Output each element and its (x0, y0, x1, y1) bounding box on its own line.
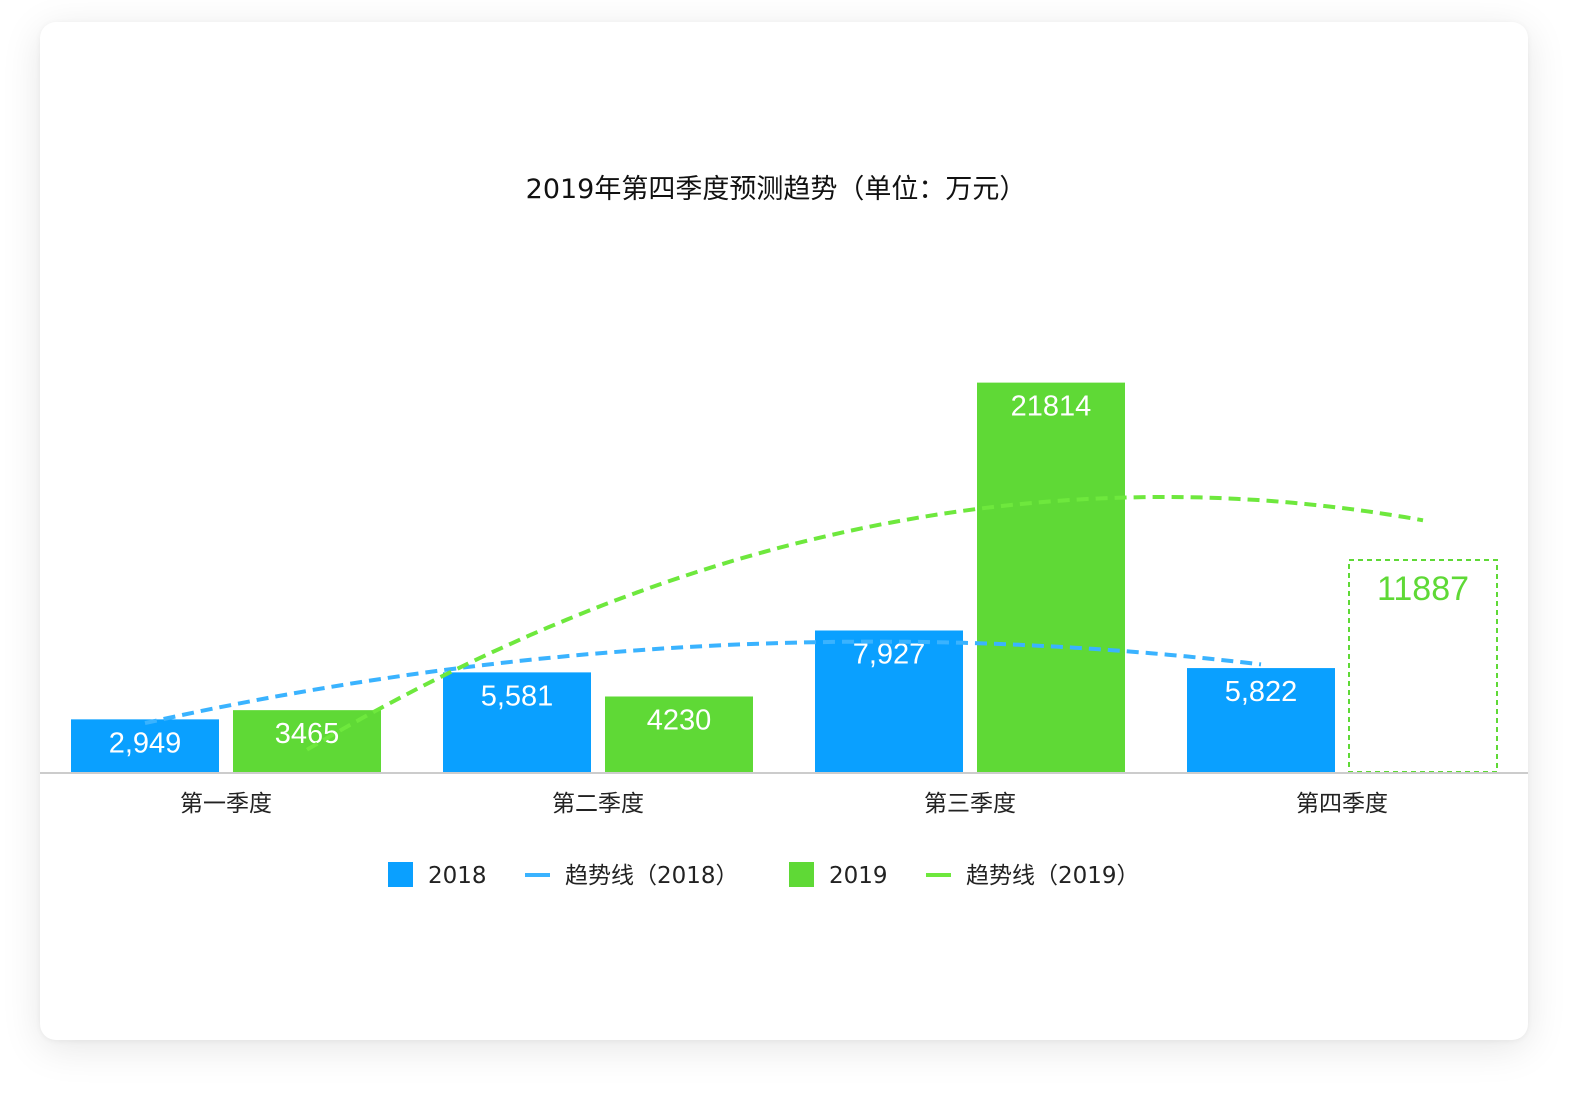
bar-value-label: 11887 (1377, 570, 1469, 608)
bar (71, 719, 219, 772)
bar (1187, 668, 1335, 772)
bar-value-label: 5,581 (481, 680, 554, 712)
legend-label: 趋势线（2019） (966, 863, 1140, 889)
legend-label: 趋势线（2018） (565, 863, 739, 889)
chart-title: 2019年第四季度预测趋势（单位：万元） (526, 174, 1027, 205)
axis-layer: 第一季度 第二季度 第三季度 第四季度 (40, 772, 1528, 817)
bar-value-label: 21814 (1011, 391, 1092, 423)
chart-svg: 2019年第四季度预测趋势（单位：万元） 2,949 5,581 7,927 5,82… (40, 174, 1528, 889)
trend-line (305, 494, 1424, 752)
bar-value-label: 2,949 (109, 727, 182, 759)
bar (977, 382, 1125, 772)
bar-value-label: 4230 (647, 704, 712, 736)
x-tick-label: 第二季度 (552, 791, 644, 817)
bar (605, 696, 753, 772)
bar (443, 672, 591, 772)
bars-layer: 2,949 5,581 7,927 5,822 3465 4230 21814 11887 (71, 382, 1498, 773)
legend: 2018 趋势线（2018） 2019 趋势线（2019） (388, 862, 1140, 889)
legend-label: 2019 (829, 863, 888, 889)
bar-value-label: 5,822 (1225, 676, 1298, 708)
bar (815, 630, 963, 772)
trend-layer (144, 494, 1424, 752)
x-tick-label: 第一季度 (180, 791, 272, 817)
bar-value-label: 3465 (275, 718, 340, 750)
x-tick-label: 第三季度 (924, 791, 1016, 817)
trend-line (144, 639, 1262, 726)
x-tick-label: 第四季度 (1296, 791, 1388, 817)
legend-label: 2018 (428, 863, 487, 889)
chart-card: 2019年第四季度预测趋势（单位：万元） 2,949 5,581 7,927 5,82… (40, 22, 1528, 1040)
legend-swatch-bar (789, 862, 814, 887)
bar-value-label: 7,927 (853, 639, 926, 671)
legend-swatch-bar (388, 862, 413, 887)
